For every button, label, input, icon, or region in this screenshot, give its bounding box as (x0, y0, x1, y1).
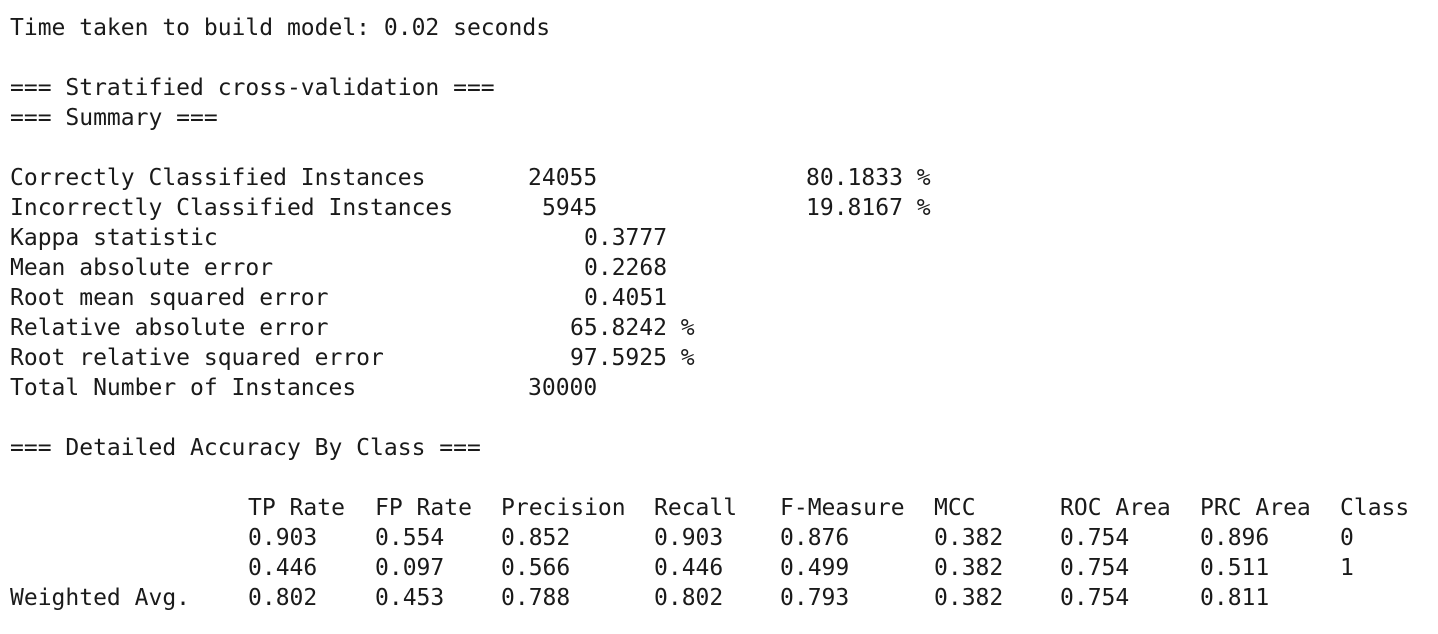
summary-label-total: Total Number of Instances (10, 375, 357, 401)
table-cell: 0.802 (248, 585, 318, 611)
table-cell: 0.811 (1200, 585, 1270, 611)
table-cell: 0.382 (934, 525, 1004, 551)
summary-pct-incorrect: 19.8167 % (806, 195, 931, 221)
table-cell: 0.097 (375, 555, 445, 581)
summary-label-rae: Relative absolute error (10, 315, 329, 341)
table-cell: 0.896 (1200, 525, 1270, 551)
cross-validation-heading: === Stratified cross-validation === (10, 75, 495, 101)
summary-value-kappa: 0.3777 (584, 225, 668, 251)
table-cell: 0.554 (375, 525, 445, 551)
table-cell: 1 (1340, 555, 1354, 581)
table-cell: 0.446 (248, 555, 318, 581)
summary-label-incorrect: Incorrectly Classified Instances (10, 195, 454, 221)
table-header-mcc: MCC (934, 495, 976, 521)
summary-pct-correct: 80.1833 % (806, 165, 931, 191)
table-header-roc-area: ROC Area (1060, 495, 1171, 521)
summary-value-correct: 24055 (528, 165, 598, 191)
table-cell: 0.754 (1060, 585, 1130, 611)
summary-value-total: 30000 (528, 375, 598, 401)
table-cell: 0.382 (934, 555, 1004, 581)
summary-label-rmse: Root mean squared error (10, 285, 329, 311)
table-cell: 0.511 (1200, 555, 1270, 581)
summary-heading: === Summary === (10, 105, 218, 131)
table-cell: 0.903 (248, 525, 318, 551)
detailed-accuracy-heading: === Detailed Accuracy By Class === (10, 435, 481, 461)
table-cell: 0.903 (654, 525, 724, 551)
summary-label-kappa: Kappa statistic (10, 225, 218, 251)
summary-label-mae: Mean absolute error (10, 255, 274, 281)
table-header-fp-rate: FP Rate (375, 495, 472, 521)
table-cell: 0.382 (934, 585, 1004, 611)
table-cell: 0.754 (1060, 555, 1130, 581)
table-cell: 0.793 (780, 585, 850, 611)
table-cell: 0.788 (501, 585, 571, 611)
table-cell: 0.852 (501, 525, 571, 551)
table-cell: 0.876 (780, 525, 850, 551)
table-header-recall: Recall (654, 495, 738, 521)
summary-value-rmse: 0.4051 (584, 285, 668, 311)
table-cell: 0 (1340, 525, 1354, 551)
table-header-class: Class (1340, 495, 1410, 521)
table-header-prc-area: PRC Area (1200, 495, 1311, 521)
build-time-line: Time taken to build model: 0.02 seconds (10, 15, 551, 41)
summary-label-correct: Correctly Classified Instances (10, 165, 426, 191)
table-cell: 0.754 (1060, 525, 1130, 551)
table-cell: 0.453 (375, 585, 445, 611)
summary-value-mae: 0.2268 (584, 255, 668, 281)
summary-value-rrse: 97.5925 % (570, 345, 695, 371)
summary-value-rae: 65.8242 % (570, 315, 695, 341)
table-cell: 0.499 (780, 555, 850, 581)
table-header-tp-rate: TP Rate (248, 495, 345, 521)
table-cell: 0.446 (654, 555, 724, 581)
summary-label-rrse: Root relative squared error (10, 345, 384, 371)
table-header-f-measure: F-Measure (780, 495, 905, 521)
summary-value-incorrect: 5945 (542, 195, 598, 221)
table-cell: 0.566 (501, 555, 571, 581)
table-cell: 0.802 (654, 585, 724, 611)
table-row-label-weighted-avg: Weighted Avg. (10, 585, 191, 611)
table-header-precision: Precision (501, 495, 626, 521)
